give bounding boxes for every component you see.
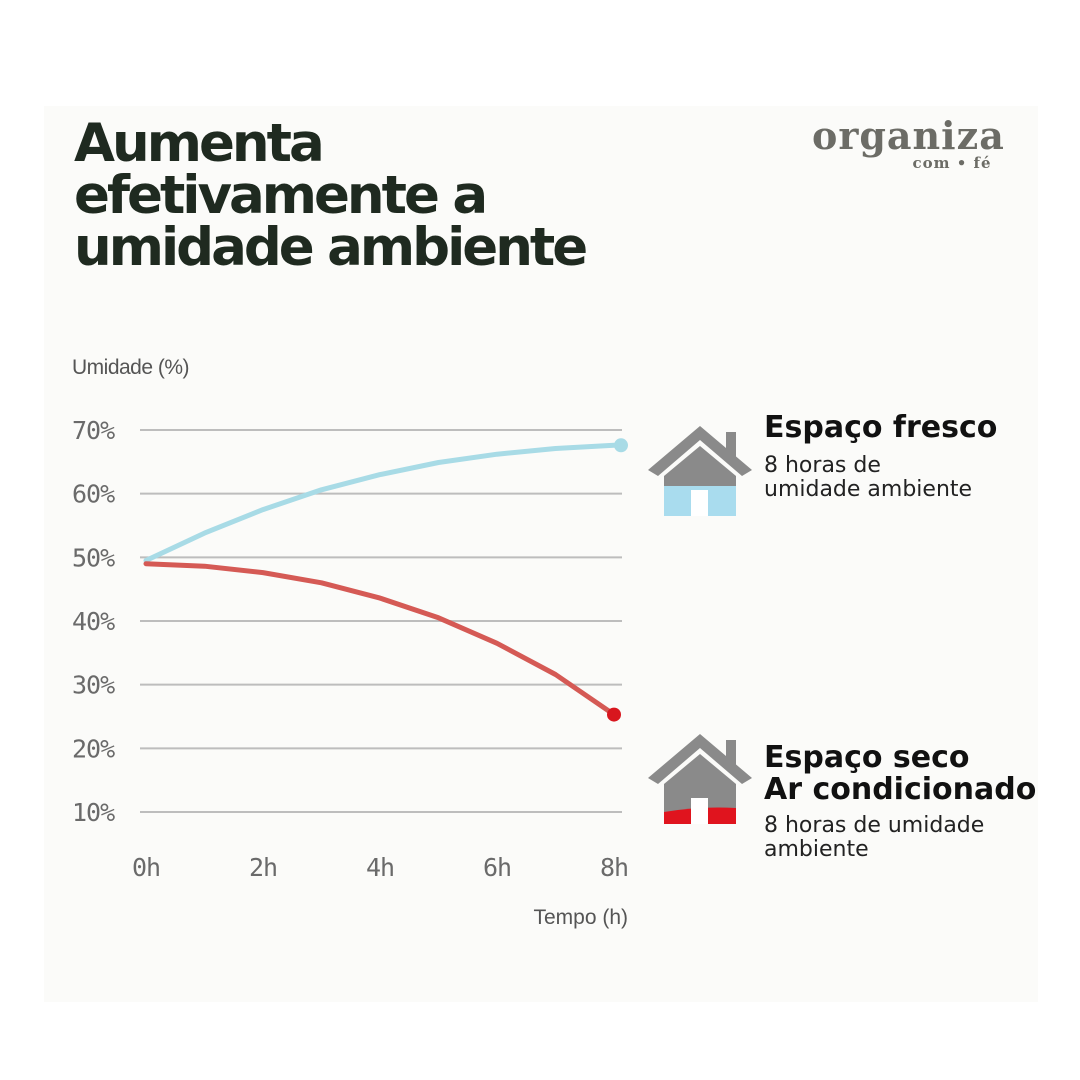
- series-end-point-fresh: [614, 438, 628, 453]
- legend-dry-desc-line-2: ambiente: [764, 837, 869, 862]
- y-tick-label: 10%: [72, 798, 115, 827]
- x-axis-label: Tempo (h): [533, 906, 628, 929]
- series-line-dry: [143, 561, 617, 718]
- series-end-point-dry: [607, 707, 621, 722]
- legend-dry-desc-line-1: 8 horas de umidade: [764, 813, 985, 838]
- title-line-2: efetivamente a: [74, 165, 488, 226]
- legend-fresh-desc-line-2: umidade ambiente: [764, 477, 973, 502]
- legend-fresh-title: Espaço fresco: [764, 412, 997, 444]
- legend-dry-title-line-2: Ar condicionado: [764, 772, 1037, 807]
- series-line-fresh: [143, 442, 617, 564]
- logo-tagline: com • fé: [912, 154, 992, 172]
- y-tick-label: 30%: [72, 671, 115, 700]
- page-title: Aumenta efetivamente a umidade ambiente: [74, 113, 694, 278]
- house-dry-icon: [648, 734, 752, 824]
- x-tick-label: 2h: [249, 853, 277, 882]
- y-tick-label: 50%: [72, 543, 115, 572]
- logo-wordmark: organiza: [812, 113, 1005, 158]
- x-tick-label: 4h: [366, 853, 394, 882]
- legend-fresh-title-line-1: Espaço fresco: [764, 410, 998, 445]
- legend-fresh-description: 8 horas de umidade ambiente: [764, 454, 972, 502]
- title-line-3: umidade ambiente: [74, 217, 588, 278]
- x-tick-label: 8h: [600, 853, 628, 882]
- legend-fresh-desc-line-1: 8 horas de: [764, 453, 881, 478]
- x-tick-label: 6h: [483, 853, 511, 882]
- y-tick-label: 40%: [72, 607, 115, 636]
- y-tick-label: 20%: [72, 734, 115, 763]
- chart-card: [44, 106, 1038, 1002]
- legend-dry-description: 8 horas de umidade ambiente: [764, 814, 984, 862]
- brand-logo: organiza com • fé: [812, 113, 1005, 172]
- x-tick-label: 0h: [132, 853, 160, 882]
- y-tick-label: 70%: [72, 416, 115, 445]
- legend-dry-title: Espaço seco Ar condicionado: [764, 742, 1036, 806]
- house-fresh-icon: [648, 426, 752, 516]
- legend-dry-title-line-1: Espaço seco: [764, 740, 970, 775]
- y-axis-label: Umidade (%): [72, 356, 189, 379]
- title-line-1: Aumenta: [74, 113, 325, 174]
- y-tick-label: 60%: [72, 480, 115, 509]
